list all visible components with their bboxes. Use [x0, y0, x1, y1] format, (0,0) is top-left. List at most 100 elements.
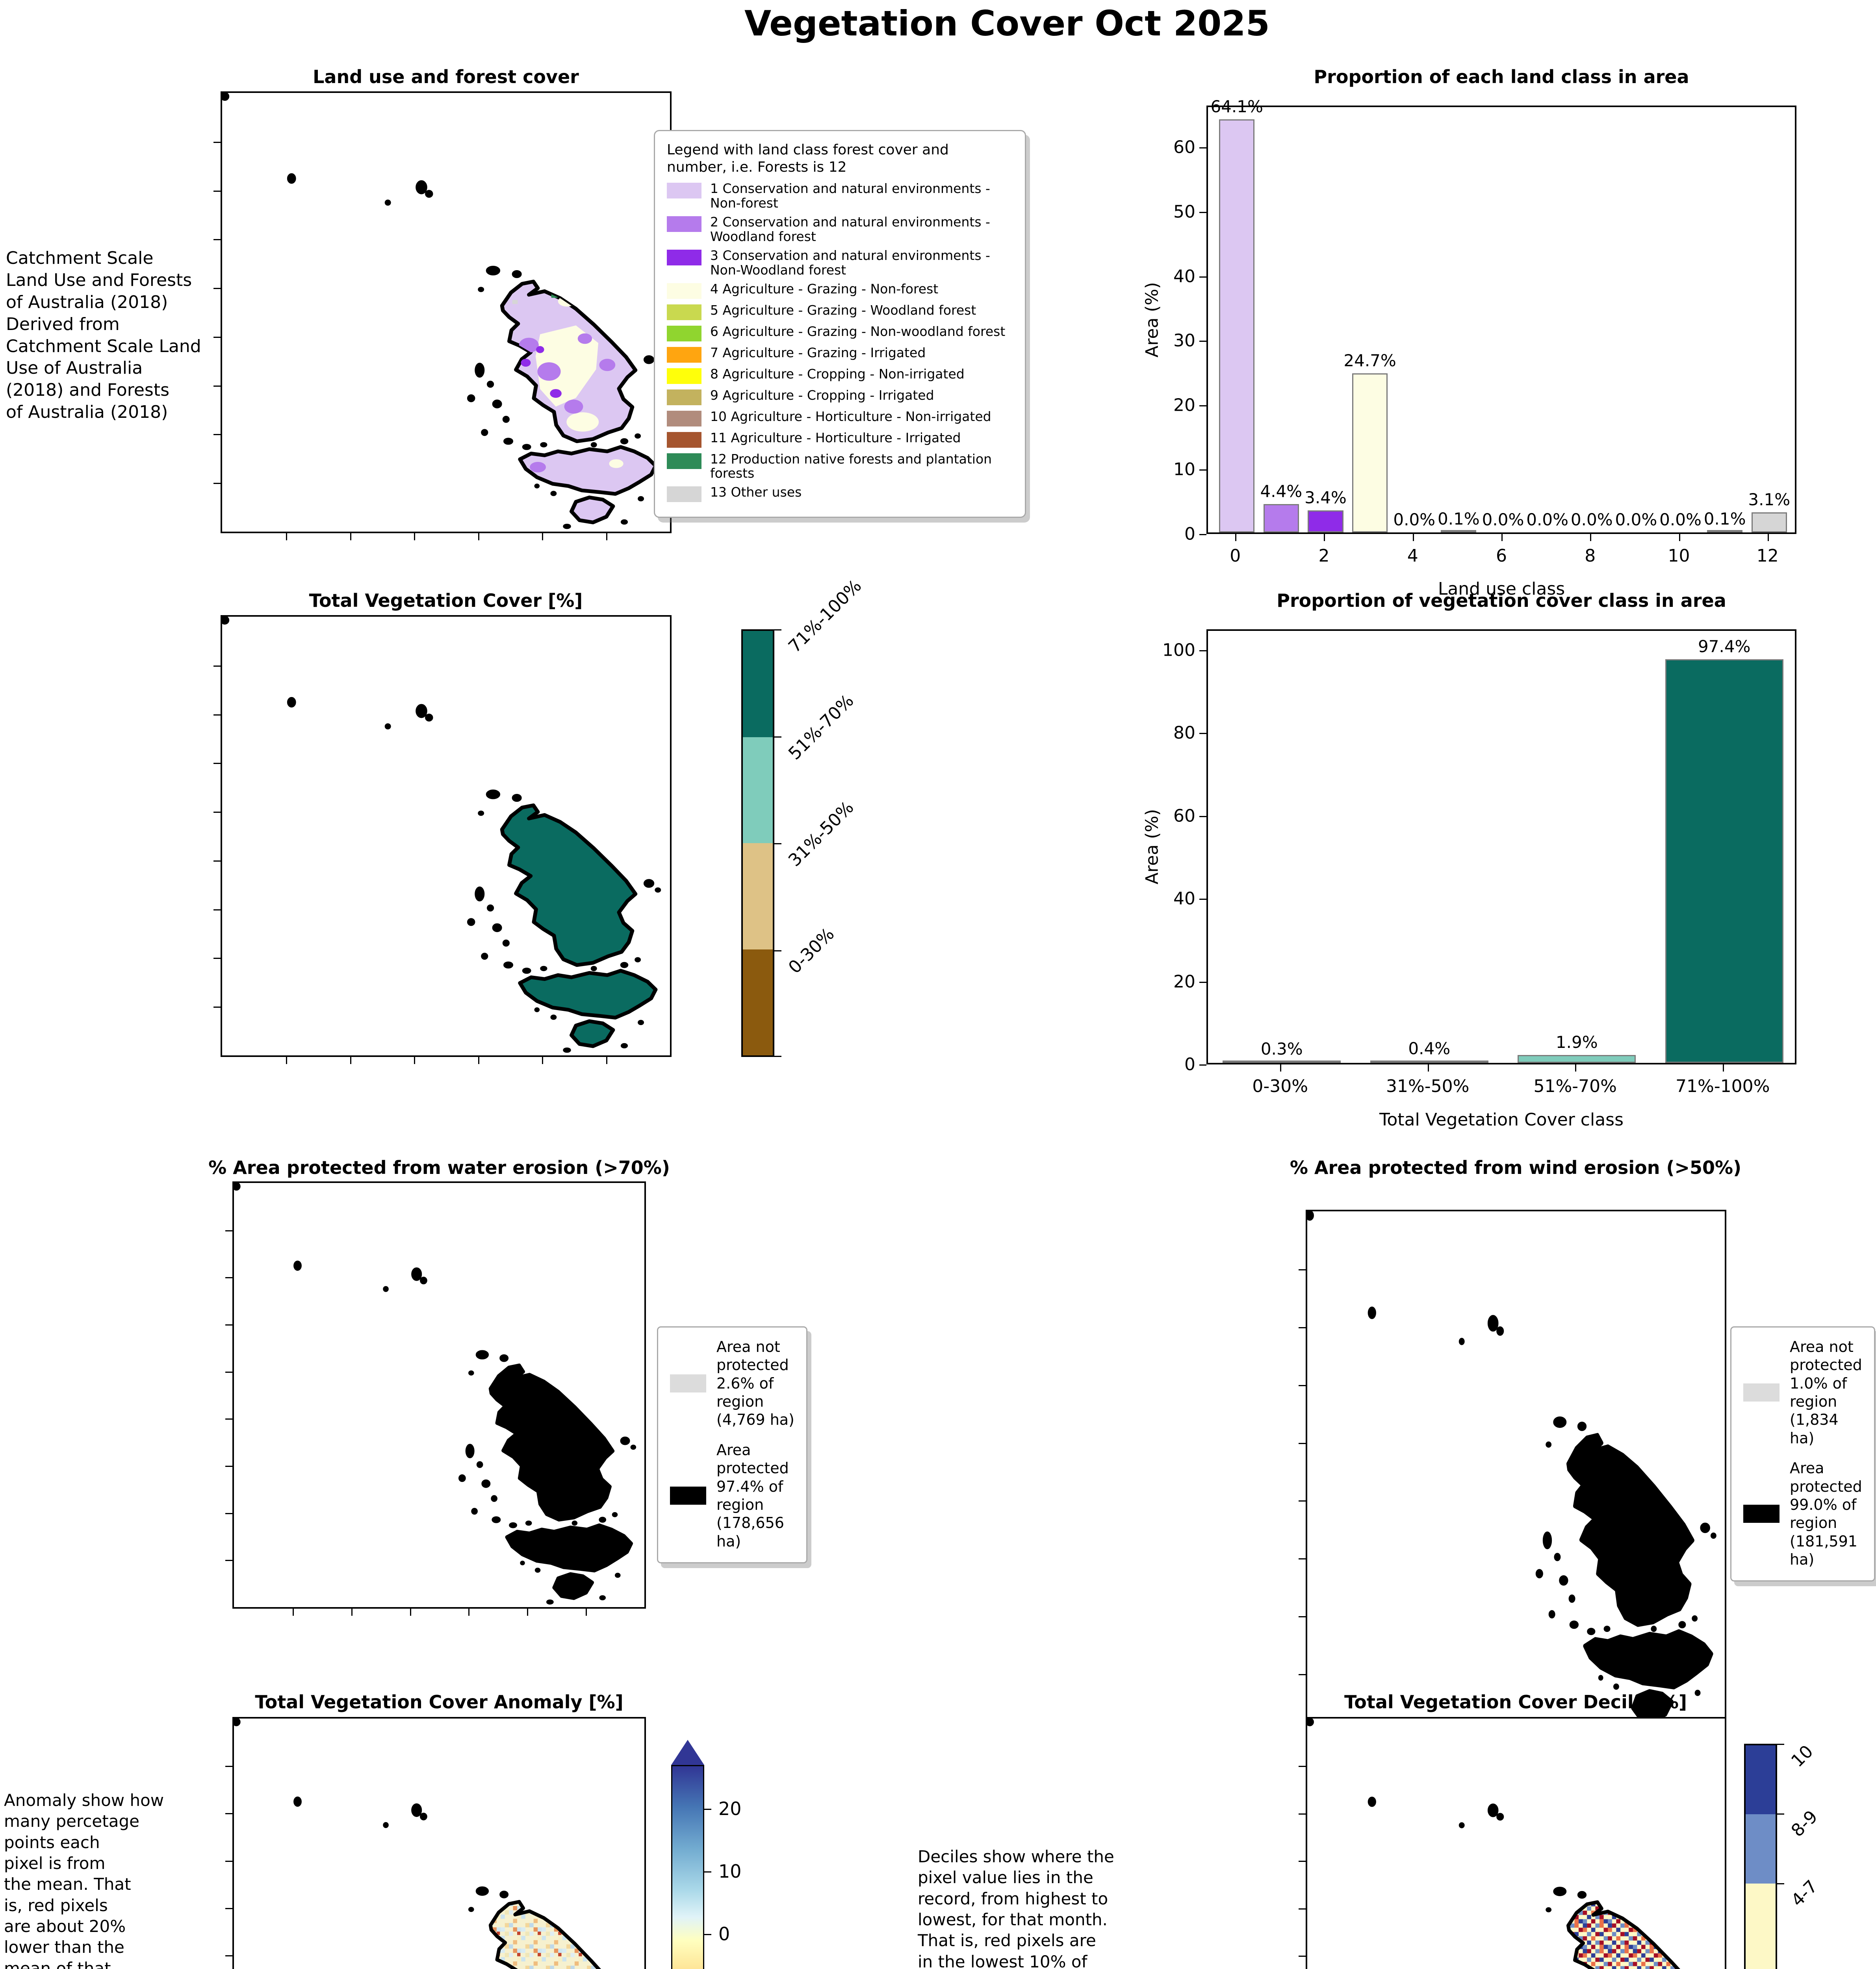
legend-item-label: 3 Conservation and natural environments …: [710, 247, 990, 278]
x-tick: [1590, 534, 1592, 541]
colorbar-tick-label: 10: [718, 1861, 742, 1882]
anomaly-map: [225, 1717, 646, 1969]
map-tick-bottom: [286, 1057, 288, 1064]
bar-value-label: 3.1%: [1748, 490, 1791, 510]
y-tick-label: 60: [1173, 137, 1195, 158]
colorbar-segment: [743, 949, 773, 1055]
colorbar-tick: [774, 736, 781, 738]
legend-item-label: 8 Agriculture - Cropping - Non-irrigated: [710, 366, 965, 382]
map-tick-bottom: [606, 1057, 607, 1064]
map-tick-bottom: [478, 1057, 479, 1064]
map-tick-left: [225, 1230, 232, 1231]
vegclass-xlabel: Total Vegetation Cover class: [1379, 1110, 1624, 1130]
y-tick-label: 100: [1162, 640, 1195, 660]
legend-item: 7 Agriculture - Grazing - Irrigated: [667, 345, 1013, 363]
bar: [1370, 1061, 1488, 1063]
map-tick-bottom: [410, 1609, 411, 1616]
landclass-chart: 64.1% 4.4% 3.4% 24.7% 0.0% 0.1% 0.0% 0.0% 0.0% 0.…: [1155, 97, 1816, 597]
protected-swatch: [670, 1486, 706, 1505]
bar-value-label: 0.4%: [1408, 1038, 1451, 1058]
legend-item-label: 5 Agriculture - Grazing - Woodland fores…: [710, 302, 976, 318]
map-tick-left: [213, 1007, 221, 1008]
x-tick: [1679, 534, 1680, 541]
map-tick-bottom: [606, 533, 607, 540]
bar-value-label: 0.0%: [1526, 510, 1568, 529]
legend-swatch: [667, 410, 701, 426]
bar: [1441, 530, 1477, 532]
legend-item: 9 Agriculture - Cropping - Irrigated: [667, 388, 1013, 405]
legend-item: 10 Agriculture - Horticulture - Non-irri…: [667, 409, 1013, 426]
bar-value-label: 0.1%: [1438, 509, 1480, 528]
wind-map-title: % Area protected from wind erosion (>50%…: [1290, 1157, 1742, 1178]
wind-legend: Area not protected 1.0% of region (1,834…: [1730, 1326, 1875, 1582]
legend-item: 2 Conservation and natural environments …: [667, 215, 1013, 244]
legend-item: 5 Agriculture - Grazing - Woodland fores…: [667, 303, 1013, 320]
colorbar-tick: [704, 1934, 711, 1935]
decile-colorbar: [1744, 1744, 1777, 1969]
map-tick-left: [213, 860, 221, 862]
water-map-title: % Area protected from water erosion (>70…: [208, 1157, 670, 1178]
map-tick-left: [1299, 1861, 1306, 1862]
not-protected-label: Area not protected 2.6% of region (4,769…: [716, 1338, 794, 1429]
landuse-legend-title: Legend with land class forest cover and …: [667, 142, 949, 175]
legend-swatch: [667, 368, 701, 384]
map-tick-bottom: [542, 533, 544, 540]
legend-item: 13 Other uses: [667, 485, 1013, 502]
x-tick: [1324, 534, 1325, 541]
y-tick-label: 0: [1184, 524, 1195, 544]
bar: [1263, 504, 1299, 532]
x-tick-label: 6: [1496, 546, 1507, 566]
colorbar-segment: [1746, 1745, 1776, 1815]
map-tick-left: [1299, 1500, 1306, 1502]
bar-value-label: 3.4%: [1304, 488, 1347, 508]
colorbar-label: 0-30%: [784, 923, 839, 978]
map-tick-left: [225, 1277, 232, 1279]
colorbar-arrow-up: [671, 1740, 704, 1765]
x-tick: [1427, 1064, 1429, 1072]
y-tick: [1199, 650, 1206, 651]
y-tick: [1199, 211, 1206, 213]
x-tick: [1412, 534, 1414, 541]
colorbar-tick-label: 20: [718, 1798, 742, 1820]
landuse-annotation: Catchment Scale Land Use and Forests of …: [6, 248, 201, 423]
legend-swatch: [667, 325, 701, 341]
map-tick-left: [1299, 1558, 1306, 1560]
x-tick-label: 51%-70%: [1533, 1076, 1617, 1096]
map-tick-left: [213, 190, 221, 192]
y-tick-label: 40: [1173, 266, 1195, 287]
y-tick: [1199, 899, 1206, 900]
bar-value-label: 0.0%: [1482, 510, 1524, 529]
bar: [1308, 510, 1343, 532]
y-tick: [1199, 733, 1206, 734]
map-tick-left: [225, 1860, 232, 1862]
map-tick-left: [1299, 1327, 1306, 1328]
x-tick: [1501, 534, 1503, 541]
colorbar-label: 51%-70%: [784, 690, 858, 764]
y-tick: [1199, 981, 1206, 983]
map-tick-left: [1299, 1674, 1306, 1676]
y-tick: [1199, 405, 1206, 406]
colorbar-segment: [743, 843, 773, 949]
legend-swatch: [667, 486, 701, 502]
map-tick-bottom: [414, 533, 416, 540]
bar-value-label: 64.1%: [1210, 97, 1263, 117]
decile-annotation: Deciles show where the pixel value lies …: [918, 1847, 1114, 1969]
anomaly-annotation: Anomaly show how many percetage points e…: [4, 1791, 164, 1969]
water-legend-protected: Area protected 97.4% of region (178,656 …: [670, 1441, 794, 1550]
map-tick-left: [225, 1324, 232, 1326]
colorbar-segment: [743, 737, 773, 843]
bar-value-label: 97.4%: [1698, 636, 1751, 656]
map-tick-left: [213, 958, 221, 959]
colorbar-tick: [774, 629, 781, 630]
x-tick-label: 31%-50%: [1386, 1076, 1470, 1096]
x-tick-label: 10: [1668, 546, 1690, 566]
legend-item: 12 Production native forests and plantat…: [667, 452, 1013, 481]
vegcover-map: [213, 615, 672, 1064]
legend-item-label: 9 Agriculture - Cropping - Irrigated: [710, 387, 934, 403]
map-tick-left: [225, 1955, 232, 1957]
map-tick-bottom: [351, 1609, 353, 1616]
y-tick: [1199, 276, 1206, 278]
not-protected-swatch: [670, 1374, 706, 1392]
